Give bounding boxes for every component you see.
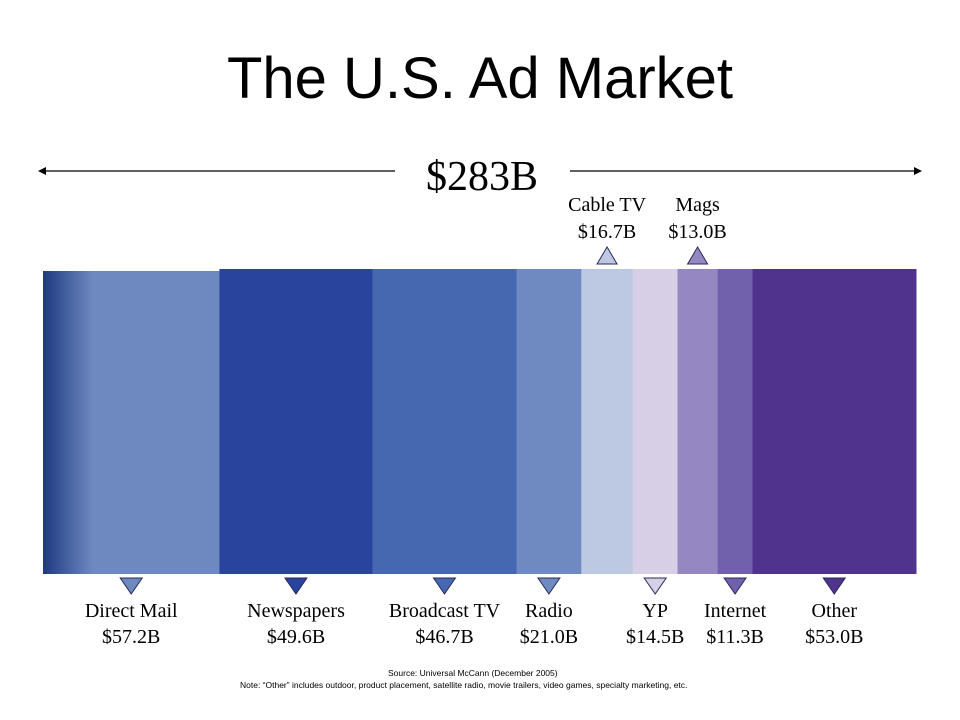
value-label-yp: $14.5B (626, 626, 684, 648)
category-label-mags: Mags (675, 194, 720, 216)
marker-broadcast-tv-icon (432, 577, 457, 595)
category-label-internet: Internet (704, 600, 767, 622)
value-label-cable-tv: $16.7B (578, 221, 636, 243)
value-label-other: $53.0B (805, 626, 863, 648)
value-label-broadcast-tv: $46.7B (415, 626, 473, 648)
value-label-radio: $21.0B (520, 626, 578, 648)
category-label-direct-mail: Direct Mail (85, 600, 178, 622)
marker-mags-icon (686, 246, 709, 265)
marker-newspapers-icon (284, 577, 308, 595)
segment-broadcast-tv (372, 269, 518, 574)
category-label-broadcast-tv: Broadcast TV (389, 600, 501, 622)
value-label-newspapers: $49.6B (267, 626, 325, 648)
marker-other-icon (822, 577, 847, 595)
segment-yp (632, 269, 679, 574)
arrowhead-left-icon (38, 167, 46, 175)
segment-other (752, 269, 917, 574)
segment-newspapers (219, 269, 373, 574)
total-arrow: $283B (38, 154, 922, 200)
value-label-direct-mail: $57.2B (102, 626, 160, 648)
markers (119, 246, 847, 595)
segment-mags (677, 269, 719, 574)
total-label: $283B (426, 154, 538, 200)
category-label-radio: Radio (525, 600, 573, 622)
segment-cable-tv (581, 269, 634, 574)
marker-radio-icon (536, 577, 561, 595)
segment-radio (516, 269, 582, 574)
segment-internet (717, 269, 754, 574)
marker-cable-tv-icon (596, 246, 618, 265)
marker-direct-mail-icon (119, 577, 144, 595)
category-label-newspapers: Newspapers (247, 600, 345, 622)
source-text: Source: Universal McCann (December 2005) (388, 668, 558, 678)
chart-title: The U.S. Ad Market (226, 46, 734, 111)
note-text: Note: “Other” includes outdoor, product … (240, 680, 688, 690)
arrowhead-right-icon (914, 167, 922, 175)
value-label-mags: $13.0B (668, 221, 726, 243)
segment-direct-mail (43, 271, 220, 574)
category-label-other: Other (812, 600, 858, 622)
segments (43, 269, 917, 574)
marker-internet-icon (723, 577, 748, 595)
labels: Direct Mail $57.2B Newspapers $49.6B Broadca… (85, 194, 864, 648)
marker-yp-icon (643, 577, 668, 595)
value-label-internet: $11.3B (706, 626, 764, 648)
category-label-cable-tv: Cable TV (568, 194, 647, 216)
category-label-yp: YP (642, 600, 668, 622)
